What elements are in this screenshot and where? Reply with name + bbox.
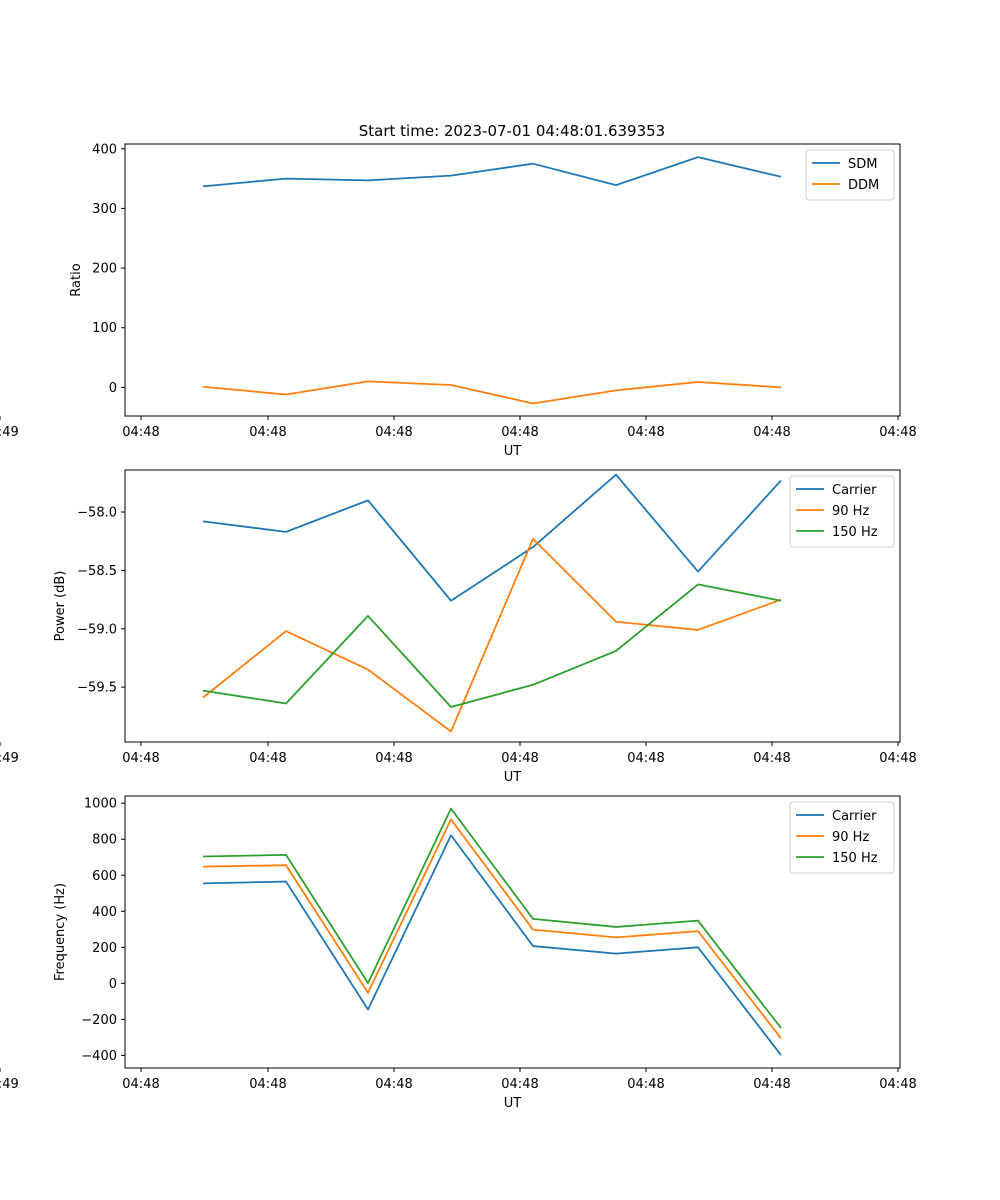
legend: SDM DDM <box>805 149 895 201</box>
x-tick-label: 04:48 <box>627 1077 664 1092</box>
y-tick-label: 400 <box>92 142 117 157</box>
series-line <box>202 834 782 1056</box>
subplot-3: −400 −200 0 200 400 600 800 1000 04:48 04:48 04:48… <box>0 795 917 1111</box>
legend: Carrier 90 Hz 150 Hz <box>789 801 895 874</box>
series-150-hz <box>202 583 782 708</box>
x-tick-label: 04:48 <box>879 425 916 440</box>
legend-label: 150 Hz <box>832 851 878 866</box>
x-tick-label: 04:48 <box>501 751 538 766</box>
y-tick-label: 200 <box>92 262 117 277</box>
series-line <box>202 473 782 602</box>
y-tick-label: −59.5 <box>77 681 117 696</box>
series-line <box>202 380 782 405</box>
y-axis-label: Ratio <box>69 263 84 296</box>
series-ddm <box>202 380 782 405</box>
series-line <box>202 537 782 733</box>
y-tick-label: −58.5 <box>77 564 117 579</box>
x-axis-label: UT <box>504 1096 522 1111</box>
legend-label: Carrier <box>832 809 877 824</box>
x-tick-label: 04:48 <box>879 1077 916 1092</box>
y-tick-label: 1000 <box>84 797 117 812</box>
legend-box <box>789 475 895 548</box>
x-tick-label: 04:49 <box>0 751 19 766</box>
x-tick-label: 04:48 <box>627 425 664 440</box>
y-tick-label: 600 <box>92 869 117 884</box>
series-sdm <box>202 156 782 188</box>
x-tick-label: 04:48 <box>879 751 916 766</box>
x-tick-label: 04:48 <box>122 1077 159 1092</box>
legend-box <box>789 801 895 874</box>
y-tick-label: 0 <box>109 977 117 992</box>
x-tick-label: 04:48 <box>122 751 159 766</box>
x-tick-label: 04:48 <box>249 1077 286 1092</box>
x-axis-label: UT <box>504 444 522 459</box>
x-tick-label: 04:49 <box>0 425 19 440</box>
y-tick-label: 300 <box>92 202 117 217</box>
x-tick-label: 04:49 <box>0 1077 19 1092</box>
series-line <box>202 583 782 708</box>
y-tick-label: −58.0 <box>77 506 117 521</box>
x-tick-label: 04:48 <box>753 425 790 440</box>
series-line <box>202 807 782 1029</box>
legend-label: SDM <box>848 157 877 172</box>
series-90-hz <box>202 818 782 1039</box>
x-tick-label: 04:48 <box>375 425 412 440</box>
series-carrier <box>202 834 782 1056</box>
x-tick-label: 04:48 <box>249 425 286 440</box>
legend: Carrier 90 Hz 150 Hz <box>789 475 895 548</box>
y-axis-label: Frequency (Hz) <box>53 883 68 981</box>
x-tick-label: 04:48 <box>122 425 159 440</box>
axes-frame <box>124 143 901 417</box>
y-axis-label: Power (dB) <box>53 571 68 642</box>
subplot-1: 0 100 200 300 400 04:48 04:48 04:48 04:48 04:48 04… <box>0 142 917 459</box>
legend-label: DDM <box>848 178 879 193</box>
x-tick-label: 04:48 <box>501 1077 538 1092</box>
y-tick-label: 400 <box>92 905 117 920</box>
y-tick-label: 800 <box>92 833 117 848</box>
x-tick-label: 04:48 <box>375 751 412 766</box>
axes-frame <box>124 795 901 1069</box>
legend-label: 90 Hz <box>832 504 869 519</box>
legend-label: 90 Hz <box>832 830 869 845</box>
series-90-hz <box>202 537 782 733</box>
y-tick-label: −400 <box>81 1049 117 1064</box>
x-tick-label: 04:48 <box>375 1077 412 1092</box>
series-150-hz <box>202 807 782 1029</box>
x-tick-label: 04:48 <box>627 751 664 766</box>
subplot-2: −59.5 −59.0 −58.5 −58.0 04:48 04:48 04:48 04:48… <box>0 469 917 785</box>
series-line <box>202 156 782 188</box>
series-line <box>202 818 782 1039</box>
x-tick-label: 04:48 <box>501 425 538 440</box>
y-tick-label: −200 <box>81 1013 117 1028</box>
y-tick-label: 200 <box>92 941 117 956</box>
figure-title: Start time: 2023-07-01 04:48:01.639353 <box>359 122 665 140</box>
legend-label: Carrier <box>832 483 877 498</box>
y-tick-label: 100 <box>92 321 117 336</box>
x-axis-label: UT <box>504 770 522 785</box>
x-tick-label: 04:48 <box>753 751 790 766</box>
series-carrier <box>202 473 782 602</box>
legend-label: 150 Hz <box>832 525 878 540</box>
y-tick-label: −59.0 <box>77 622 117 637</box>
x-tick-label: 04:48 <box>753 1077 790 1092</box>
axes-frame <box>124 469 901 743</box>
y-tick-label: 0 <box>109 381 117 396</box>
x-tick-label: 04:48 <box>249 751 286 766</box>
